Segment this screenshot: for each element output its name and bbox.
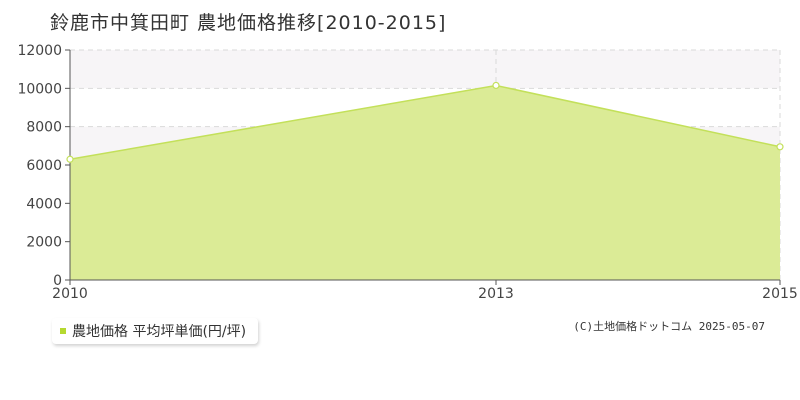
copyright-text: (C)土地価格ドットコム 2025-05-07 [573, 320, 765, 333]
x-tick-label: 2010 [52, 286, 88, 302]
area-fill [70, 85, 780, 280]
y-tick-label: 10000 [17, 81, 62, 97]
y-tick-label: 4000 [26, 196, 62, 212]
legend-swatch [60, 328, 66, 334]
y-tick-label: 0 [53, 273, 62, 289]
y-tick-label: 12000 [17, 43, 62, 59]
data-point [776, 143, 784, 151]
legend: 農地価格 平均坪単価(円/坪) [52, 318, 259, 344]
data-point [492, 81, 500, 90]
y-tick-label: 2000 [26, 235, 62, 251]
chart-title: 鈴鹿市中箕田町 農地価格推移[2010-2015] [50, 12, 447, 34]
y-tick-label: 8000 [26, 120, 62, 136]
x-tick-label: 2015 [762, 286, 798, 302]
grid-band [70, 50, 780, 89]
legend-label: 農地価格 平均坪単価(円/坪) [72, 324, 247, 340]
data-point [66, 155, 74, 163]
y-tick-label: 6000 [26, 158, 62, 174]
x-tick-label: 2013 [478, 286, 514, 302]
